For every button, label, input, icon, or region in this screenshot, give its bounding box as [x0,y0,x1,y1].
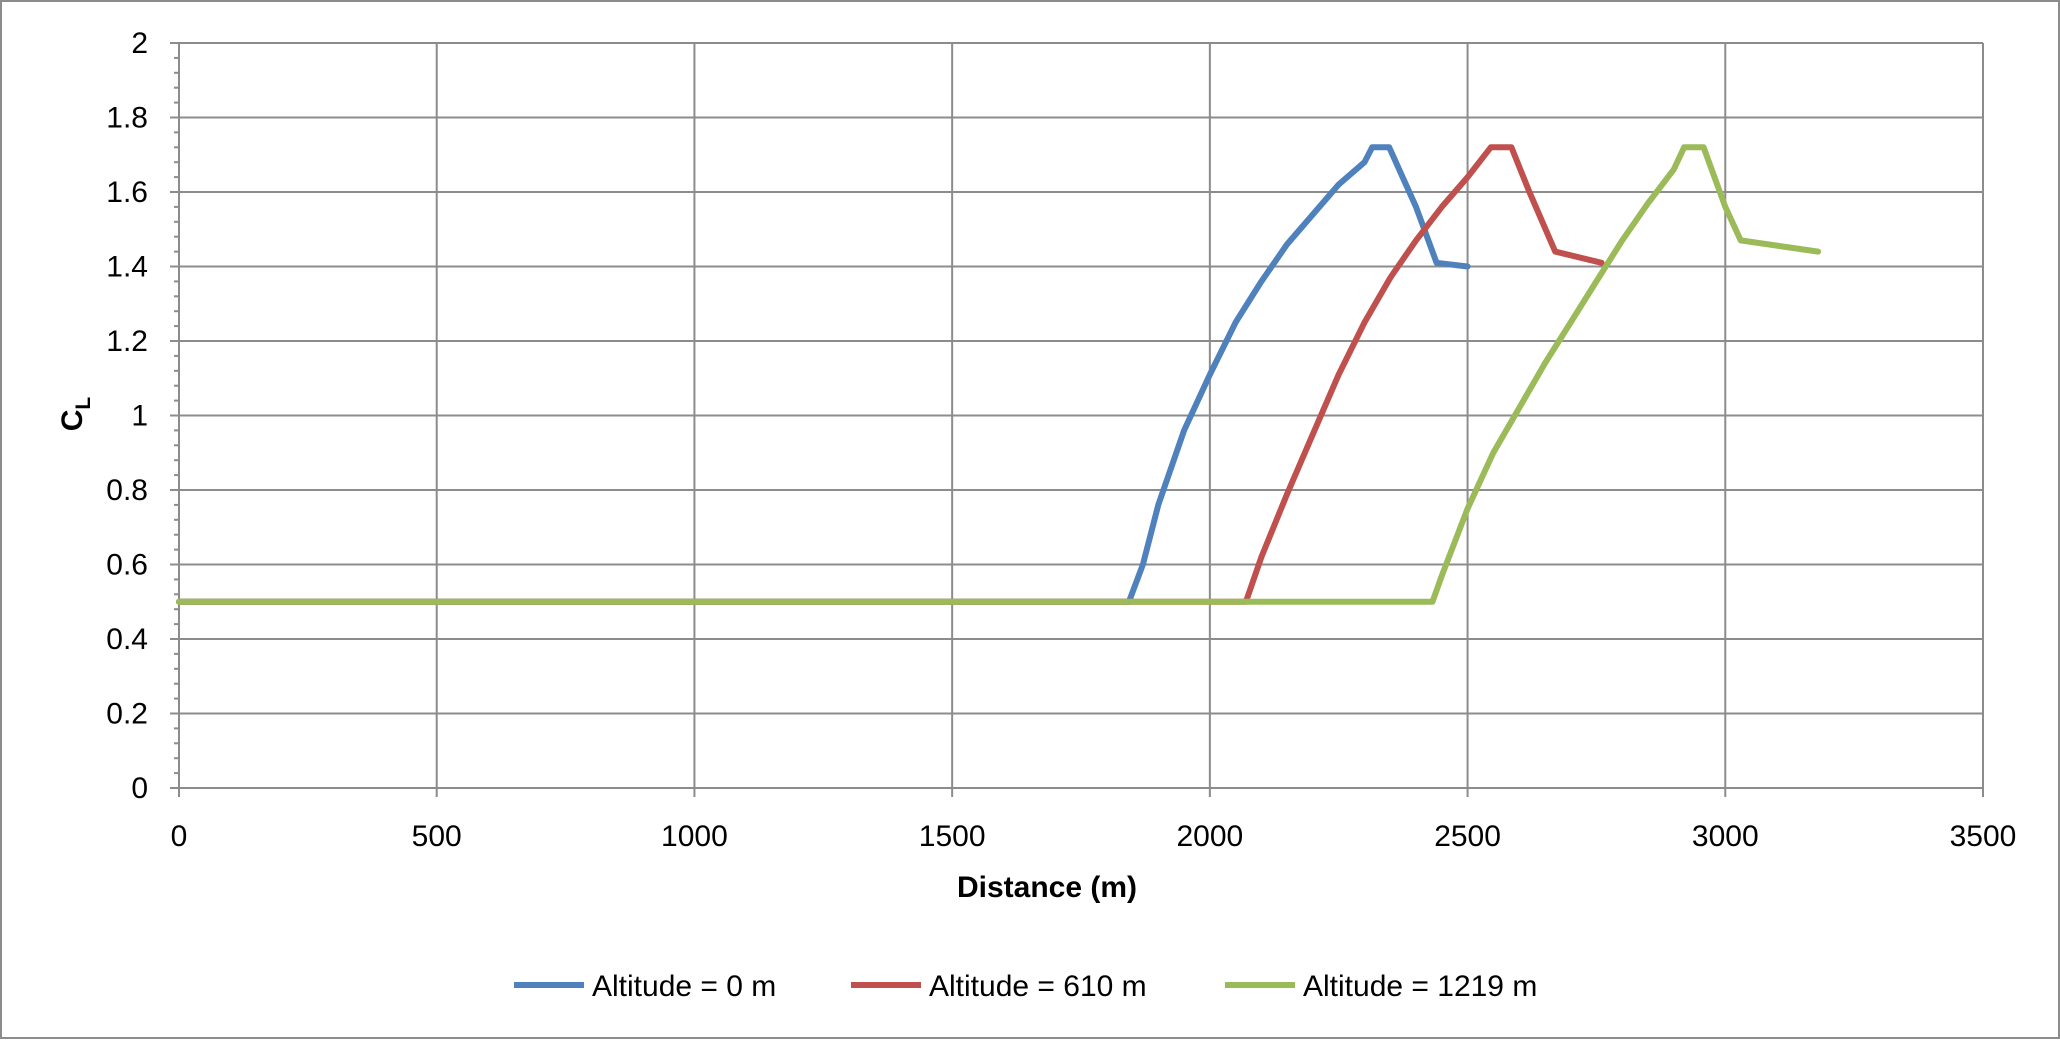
y-tick-label: 1.2 [106,325,148,358]
x-tick-label: 500 [412,820,462,853]
y-tick-label: 1 [131,400,148,433]
y-axis-title-main: C [56,410,89,432]
x-tick-label: 1000 [661,820,728,853]
y-tick-label: 0 [131,772,148,805]
legend-label-1: Altitude = 0 m [592,970,776,1003]
x-tick-label: 3500 [1950,820,2017,853]
legend-label-2: Altitude = 610 m [929,970,1147,1003]
y-tick-label: 2 [131,27,148,60]
x-axis-title: Distance (m) [957,871,1137,904]
series-line-3 [176,144,1822,605]
y-tick-label: 0.2 [106,698,148,731]
y-tick-label: 0.8 [106,474,148,507]
legend-label-3: Altitude = 1219 m [1303,970,1537,1003]
x-tick-label: 1500 [919,820,986,853]
x-tick-label: 3000 [1692,820,1759,853]
x-tick-label: 0 [171,820,188,853]
series-line-1 [176,144,1471,605]
x-tick-label: 2000 [1176,820,1243,853]
series-line-2 [176,144,1605,605]
y-tick-label: 1.8 [106,102,148,135]
data-series [176,144,1822,605]
tick-labels: 0 0.2 0.4 0.6 0.8 1 1.2 1.4 1.6 1.8 2 0 500 1000 1500 2… [106,27,2016,853]
y-axis-title-subscript: L [72,397,95,410]
axes [170,42,1984,797]
y-axis-title: CL [56,397,95,432]
x-tick-label: 2500 [1434,820,1501,853]
legend: Altitude = 0 m Altitude = 610 m Altitude =… [514,970,1537,1003]
y-tick-label: 1.6 [106,176,148,209]
y-tick-label: 1.4 [106,251,148,284]
y-tick-label: 0.4 [106,623,148,656]
y-tick-label: 0.6 [106,549,148,582]
gridlines [178,42,1984,789]
